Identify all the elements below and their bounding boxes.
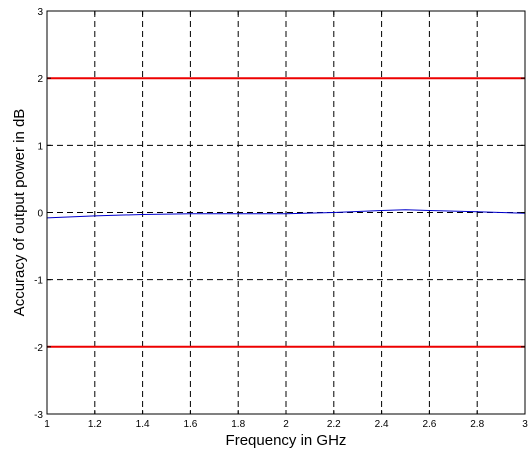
x-tick-label: 2 — [283, 419, 289, 430]
series-group — [46, 77, 526, 348]
grid — [47, 11, 525, 414]
x-axis-label: Frequency in GHz — [226, 432, 347, 449]
x-tick-label: 2.2 — [327, 419, 341, 430]
y-tick-label: 1 — [37, 141, 43, 152]
y-tick-label: 3 — [37, 7, 43, 18]
y-tick-label: -3 — [34, 410, 43, 421]
x-tick-label: 1.8 — [231, 419, 245, 430]
x-tick-label: 2.6 — [422, 419, 436, 430]
y-tick-label: -2 — [34, 343, 43, 354]
x-tick-label: 3 — [522, 419, 528, 430]
x-tick-label: 1 — [44, 419, 50, 430]
y-tick-label: 0 — [37, 209, 43, 220]
ticks — [46, 10, 526, 415]
x-tick-labels: 1 1.2 1.4 1.6 1.8 2 2.2 2.4 2.6 2.8 3 — [44, 419, 528, 430]
series-line-1 — [46, 209, 526, 219]
y-tick-labels: -3 -2 -1 0 1 2 3 — [34, 7, 43, 421]
y-tick-label: -1 — [34, 276, 43, 287]
y-axis-label: Accuracy of output power in dB — [11, 109, 28, 317]
y-tick-label: 2 — [37, 74, 43, 85]
x-tick-label: 1.2 — [88, 419, 102, 430]
x-tick-label: 2.8 — [470, 419, 484, 430]
x-tick-label: 1.4 — [136, 419, 150, 430]
x-tick-label: 2.4 — [375, 419, 389, 430]
x-tick-label: 1.6 — [183, 419, 197, 430]
